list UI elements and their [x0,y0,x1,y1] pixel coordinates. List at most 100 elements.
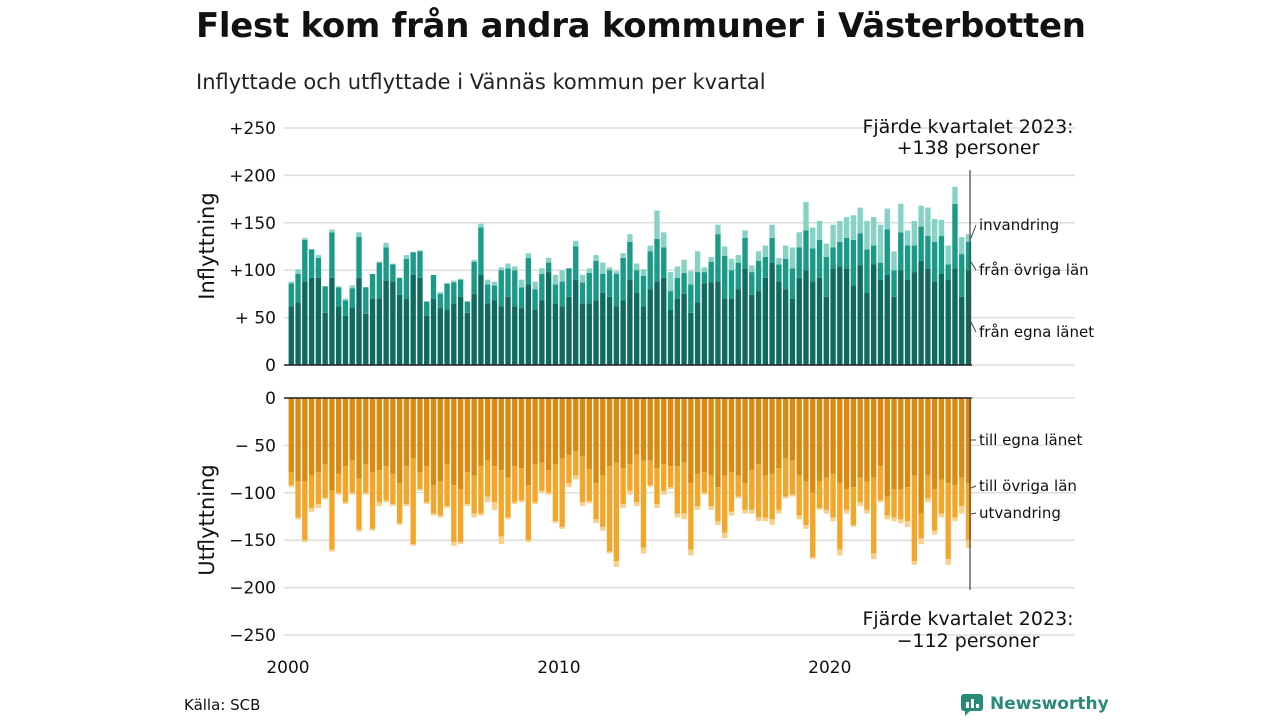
bar-out-0 [302,398,308,482]
brand-logo[interactable]: Newsworthy [960,692,1109,716]
bar-out-2 [681,513,687,520]
y-tick-label-bottom: −200 [229,579,276,599]
bar-in-0 [633,292,640,365]
bar-out-2 [661,490,667,495]
bar-in-2 [484,279,491,285]
bar-out-2 [891,517,897,522]
bar-out-2 [539,490,545,493]
bar-out-0 [390,398,396,474]
bar-in-1 [491,285,498,301]
bar-in-2 [911,220,918,246]
bar-out-1 [959,477,965,507]
bar-out-0 [444,398,450,465]
bar-out-0 [342,398,349,467]
bar-out-2 [363,492,369,495]
bar-in-1 [843,237,850,269]
bar-out-2 [369,528,376,531]
bar-in-1 [566,268,572,297]
bar-out-0 [654,398,660,469]
bar-out-1 [735,475,741,497]
bar-in-2 [302,237,308,240]
bar-out-1 [444,464,450,507]
bar-out-1 [857,477,863,503]
bar-out-1 [776,468,782,510]
bar-out-0 [322,398,328,465]
bar-in-1 [451,282,457,304]
bar-in-1 [532,289,538,311]
bar-in-2 [620,253,626,258]
bar-out-2 [302,540,308,543]
bar-out-1 [749,470,755,510]
bar-out-2 [424,502,430,505]
bar-out-1 [945,483,951,560]
bar-in-1 [830,247,836,269]
bar-out-1 [491,466,498,503]
bar-in-0 [857,265,863,365]
bar-out-0 [579,398,586,457]
bar-in-1 [545,262,552,273]
bar-out-1 [369,471,376,529]
bar-in-1 [728,270,735,299]
bar-out-0 [749,398,755,471]
bar-out-1 [620,468,626,505]
bar-out-2 [898,519,904,524]
bar-in-2 [417,250,423,252]
bar-in-1 [694,272,701,303]
bar-out-0 [539,398,545,463]
bar-in-2 [850,215,857,240]
bar-out-1 [579,456,586,503]
bar-out-0 [911,398,918,476]
bar-in-1 [681,273,687,294]
bar-in-2 [403,255,410,259]
bar-out-0 [782,398,789,459]
bar-in-1 [478,227,484,275]
bar-out-2 [837,549,843,556]
chart-subtitle: Inflyttade och utflyttade i Vännäs kommu… [196,70,766,94]
bar-out-0 [938,398,945,480]
bar-in-2 [586,268,592,274]
bar-out-2 [688,549,694,556]
bar-in-1 [898,232,904,271]
bar-in-1 [498,270,504,307]
bar-out-2 [823,509,829,514]
bar-out-1 [688,483,694,550]
bar-in-1 [647,251,653,290]
bar-out-2 [457,542,464,544]
bar-out-2 [613,561,620,567]
bar-out-1 [837,483,843,550]
bar-in-1 [512,270,518,307]
bar-out-1 [600,475,606,527]
bar-out-0 [532,398,538,465]
legend-out-emig: utvandring [979,504,1061,522]
bar-out-1 [403,466,410,505]
bar-out-0 [451,398,457,486]
bar-in-0 [552,303,559,365]
bar-out-1 [471,475,477,514]
bar-in-2 [965,234,972,242]
bar-in-0 [837,266,843,365]
bar-out-1 [308,475,315,508]
bar-in-0 [843,268,850,365]
bar-out-2 [437,515,443,518]
bar-in-0 [782,289,789,365]
bar-out-0 [349,398,355,461]
bar-in-1 [755,260,762,292]
legend-in-immig-leader [970,224,977,239]
bar-out-1 [336,473,342,493]
bar-in-2 [451,280,457,283]
bar-out-2 [518,500,525,503]
bar-out-0 [810,398,816,493]
bar-in-1 [661,247,667,278]
bar-out-0 [417,398,423,472]
bar-out-1 [288,471,294,486]
bar-in-1 [850,239,857,286]
bar-out-0 [728,398,735,472]
bar-out-2 [735,496,741,499]
bar-in-2 [857,207,863,234]
bar-in-2 [356,232,362,238]
bar-in-2 [769,224,775,238]
bar-in-0 [647,289,653,365]
bar-in-2 [640,269,647,276]
bar-in-0 [396,294,403,365]
bar-in-1 [952,203,958,269]
